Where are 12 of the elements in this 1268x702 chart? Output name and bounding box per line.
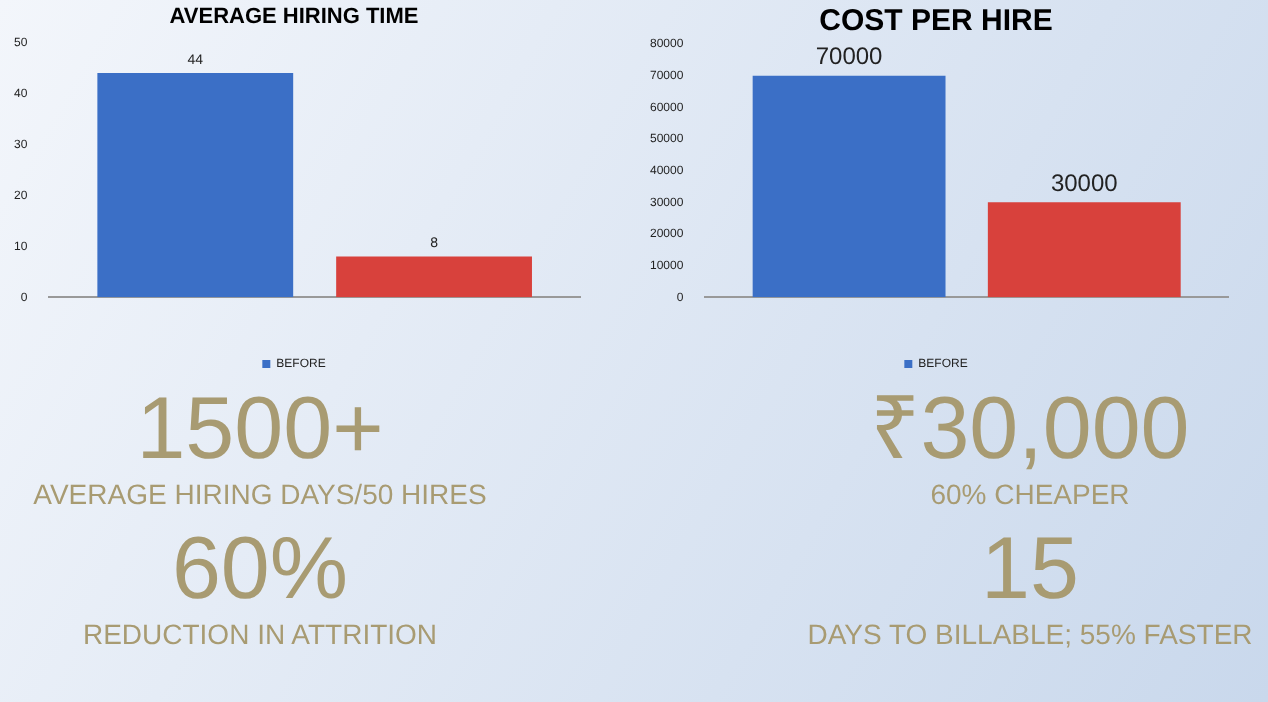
chart-title: COST PER HIRE xyxy=(819,4,1053,39)
text: 60% xyxy=(171,520,349,618)
text: 15 xyxy=(981,520,1079,618)
text: DAYS TO BILLABLE; 55% FASTER xyxy=(807,616,1253,652)
data-label: 30000 xyxy=(1050,168,1119,197)
text: ₹30,000 xyxy=(870,380,1190,478)
text: 60% CHEAPER xyxy=(930,476,1130,512)
text: REDUCTION IN ATTRITION xyxy=(82,616,438,652)
text: 1500+ xyxy=(136,380,384,478)
chart-title: AVERAGE HIRING TIME xyxy=(169,5,419,30)
data-label: 70000 xyxy=(815,42,884,71)
text: AVERAGE HIRING DAYS/50 HIRES xyxy=(33,476,487,512)
